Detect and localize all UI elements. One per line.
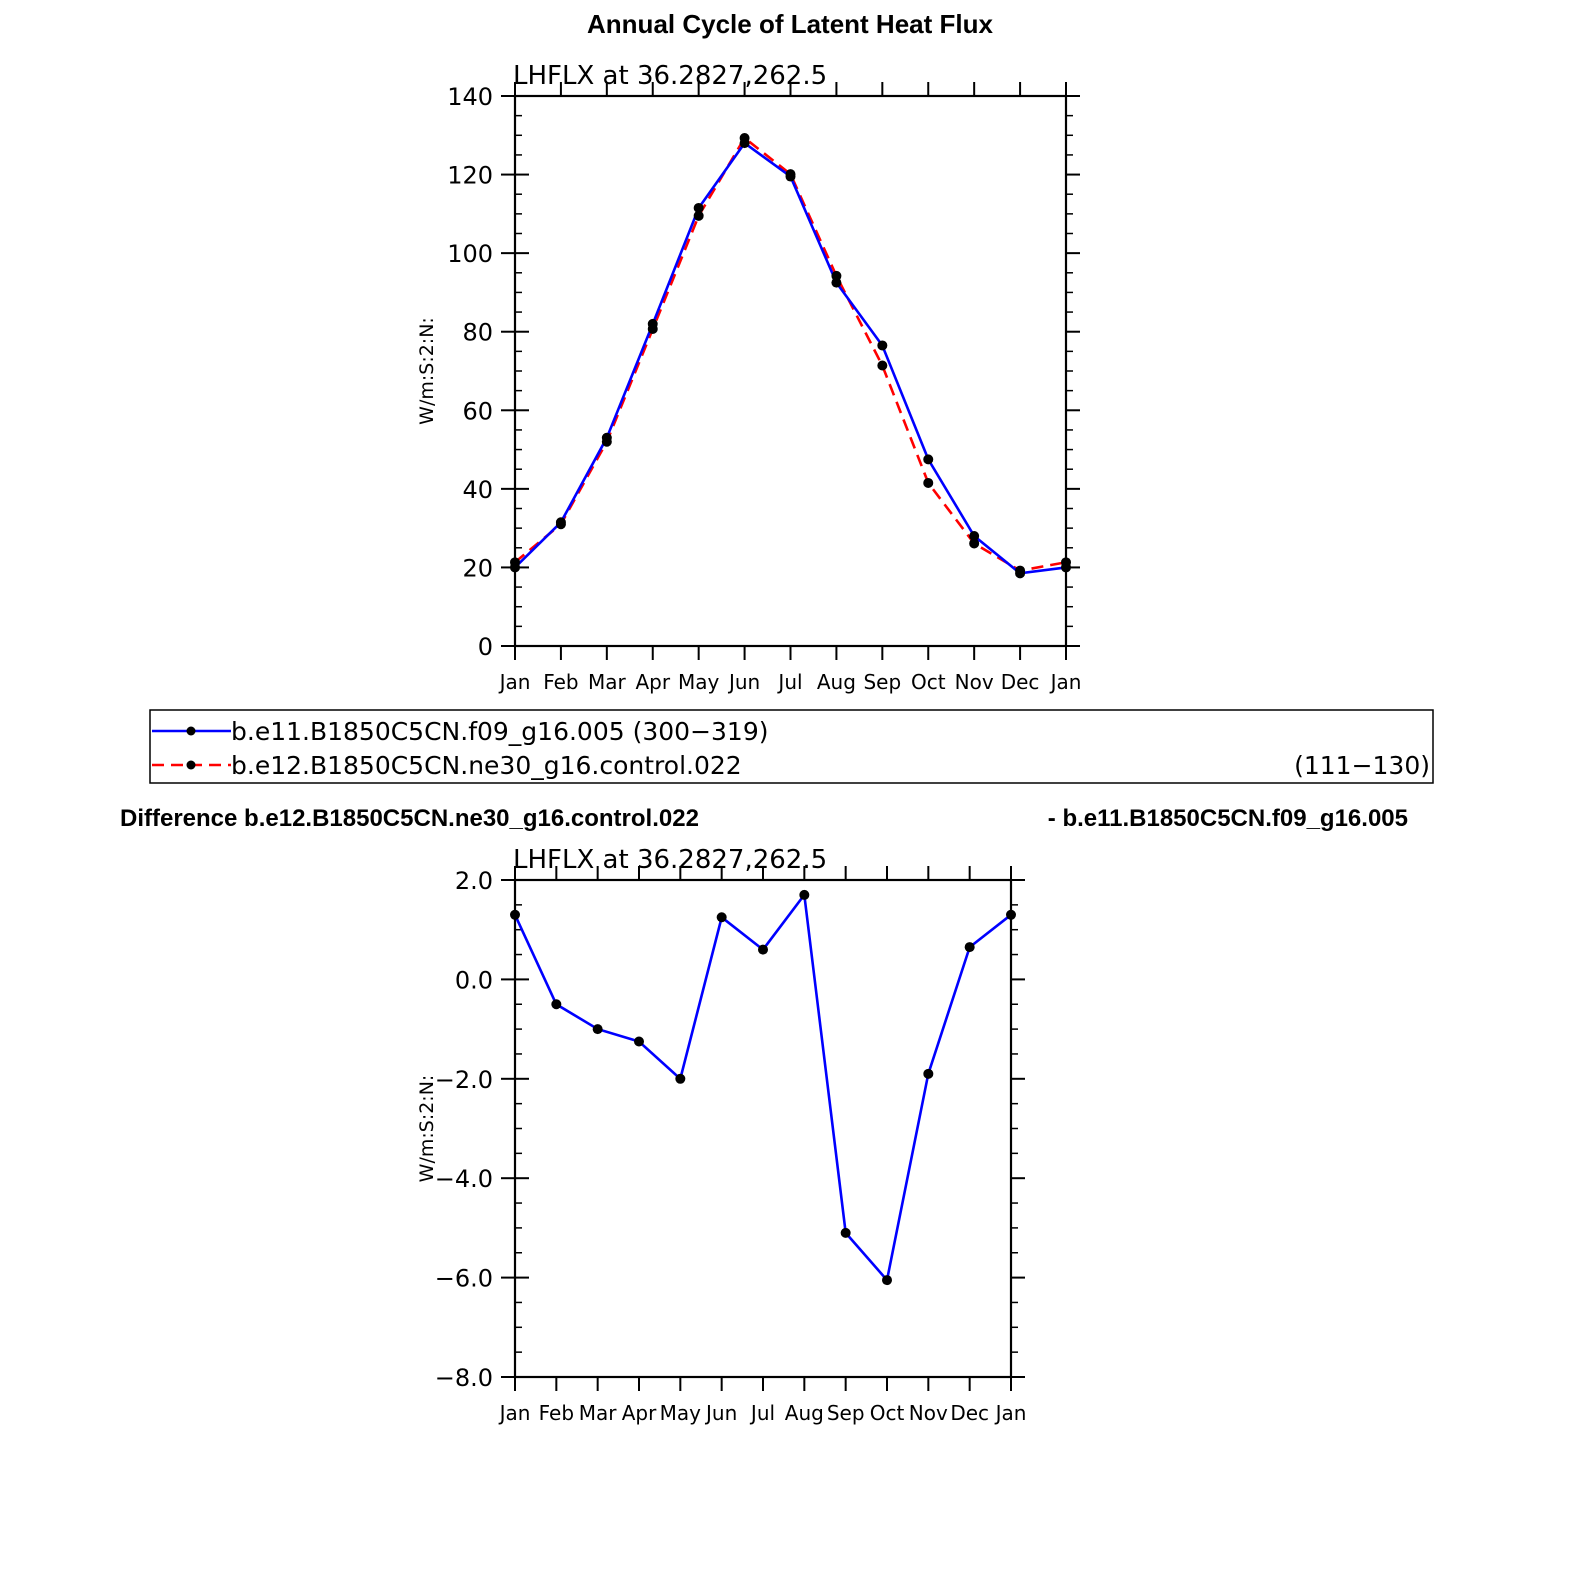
x-tick-label: Apr [635, 670, 670, 694]
series-1-point [840, 1227, 851, 1238]
series-1-point [923, 454, 934, 465]
series-1-point [923, 1068, 934, 1079]
y-axis-label: W/m:S:2:N: [416, 1075, 438, 1183]
x-tick-label: Jan [498, 670, 531, 694]
series-1-point [799, 889, 810, 900]
legend-label-1: b.e11.B1850C5CN.f09_g16.005 (300−319) [231, 717, 769, 746]
series-2-point [739, 133, 750, 144]
series-1-point [510, 909, 520, 920]
x-tick-label: Jun [727, 670, 760, 694]
y-tick-label: 2.0 [455, 867, 493, 895]
difference-title-left: Difference b.e12.B1850C5CN.ne30_g16.cont… [120, 805, 699, 832]
y-tick-label: 140 [447, 83, 493, 111]
series-2-point [647, 323, 658, 334]
x-tick-label: May [678, 670, 720, 694]
x-tick-label: Aug [817, 670, 856, 694]
y-tick-label: 20 [462, 554, 493, 582]
y-tick-label: 60 [462, 397, 493, 425]
series-2-point [1061, 557, 1071, 568]
y-tick-label: 80 [462, 319, 493, 347]
series-1-point [969, 531, 980, 541]
series-2-point [1015, 565, 1026, 576]
x-tick-label: Feb [539, 1401, 574, 1425]
y-tick-label: 40 [462, 476, 493, 504]
x-tick-label: Jan [498, 1401, 531, 1425]
x-tick-label: Feb [543, 670, 578, 694]
series-2-point [785, 169, 796, 180]
legend-swatch-marker-1 [186, 726, 196, 736]
annual-cycle-chart: LHFLX at 36.2827,262.5 0 20 40 60 80 100 120 140… [416, 61, 1081, 694]
chart-subtitle: LHFLX at 36.2827,262.5 [513, 845, 827, 875]
series-1-point [592, 1024, 603, 1035]
legend-label-2: b.e12.B1850C5CN.ne30_g16.control.022 [231, 751, 742, 780]
series-2-point [831, 270, 842, 281]
series-2-point [923, 477, 934, 488]
series-line-1 [514, 141, 1067, 575]
y-tick-label: 100 [447, 240, 493, 268]
x-tick-label: Oct [870, 1401, 905, 1425]
x-tick-label: Dec [1001, 670, 1040, 694]
series-2-point [877, 360, 888, 371]
legend: b.e11.B1850C5CN.f09_g16.005 (300−319) b.… [149, 709, 1434, 784]
x-tick-label: Apr [622, 1401, 657, 1425]
series-line-2 [514, 136, 1067, 572]
x-tick-label: Sep [863, 670, 901, 694]
y-tick-label: −4.0 [435, 1165, 493, 1193]
x-tick-label: Nov [909, 1401, 948, 1425]
series-1-point [877, 340, 888, 351]
x-tick-label: Jun [704, 1401, 737, 1425]
x-tick-label: Oct [911, 670, 946, 694]
x-tick-label: Dec [950, 1401, 989, 1425]
y-tick-label: 0.0 [455, 966, 493, 994]
difference-chart: LHFLX at 36.2827,262.5 −8.0 −6.0 −4.0 −2.0 0.… [416, 845, 1026, 1425]
chart-subtitle: LHFLX at 36.2827,262.5 [513, 61, 827, 91]
series-1-point [1006, 909, 1016, 920]
x-tick-label: Jan [1049, 670, 1082, 694]
series-2-point [555, 519, 566, 530]
series-2-point [510, 557, 520, 568]
series-2-point [693, 210, 704, 221]
y-tick-label: −2.0 [435, 1066, 493, 1094]
y-tick-label: −8.0 [435, 1364, 493, 1392]
x-tick-label: Jul [776, 670, 802, 694]
series-1-point [964, 942, 975, 953]
x-tick-label: Mar [588, 670, 627, 694]
y-axis-label: W/m:S:2:N: [416, 317, 438, 425]
x-tick-label: Jan [994, 1401, 1027, 1425]
series-1-point [693, 202, 704, 213]
y-tick-label: −6.0 [435, 1265, 493, 1293]
legend-swatch-marker-2 [186, 760, 196, 770]
series-1-point [675, 1073, 686, 1084]
legend-box [149, 709, 1434, 784]
difference-title-right: - b.e11.B1850C5CN.f09_g16.005 [1048, 805, 1408, 832]
x-tick-label: Mar [579, 1401, 618, 1425]
y-tick-label: 0 [478, 633, 493, 661]
series-2-point [601, 436, 612, 447]
x-tick-label: May [660, 1401, 702, 1425]
series-1-point [758, 944, 768, 955]
legend-label-2-years: (111−130) [1294, 751, 1430, 780]
x-tick-label: Jul [749, 1401, 775, 1425]
series-1-point [716, 912, 727, 923]
x-tick-label: Sep [827, 1401, 865, 1425]
page-title: Annual Cycle of Latent Heat Flux [587, 9, 993, 39]
series-1-point [551, 999, 562, 1010]
series-2-point [969, 538, 980, 549]
series-1-point [882, 1275, 892, 1286]
x-tick-label: Aug [785, 1401, 824, 1425]
y-tick-label: 120 [447, 162, 493, 190]
x-tick-label: Nov [955, 670, 994, 694]
series-1-point [634, 1036, 644, 1047]
